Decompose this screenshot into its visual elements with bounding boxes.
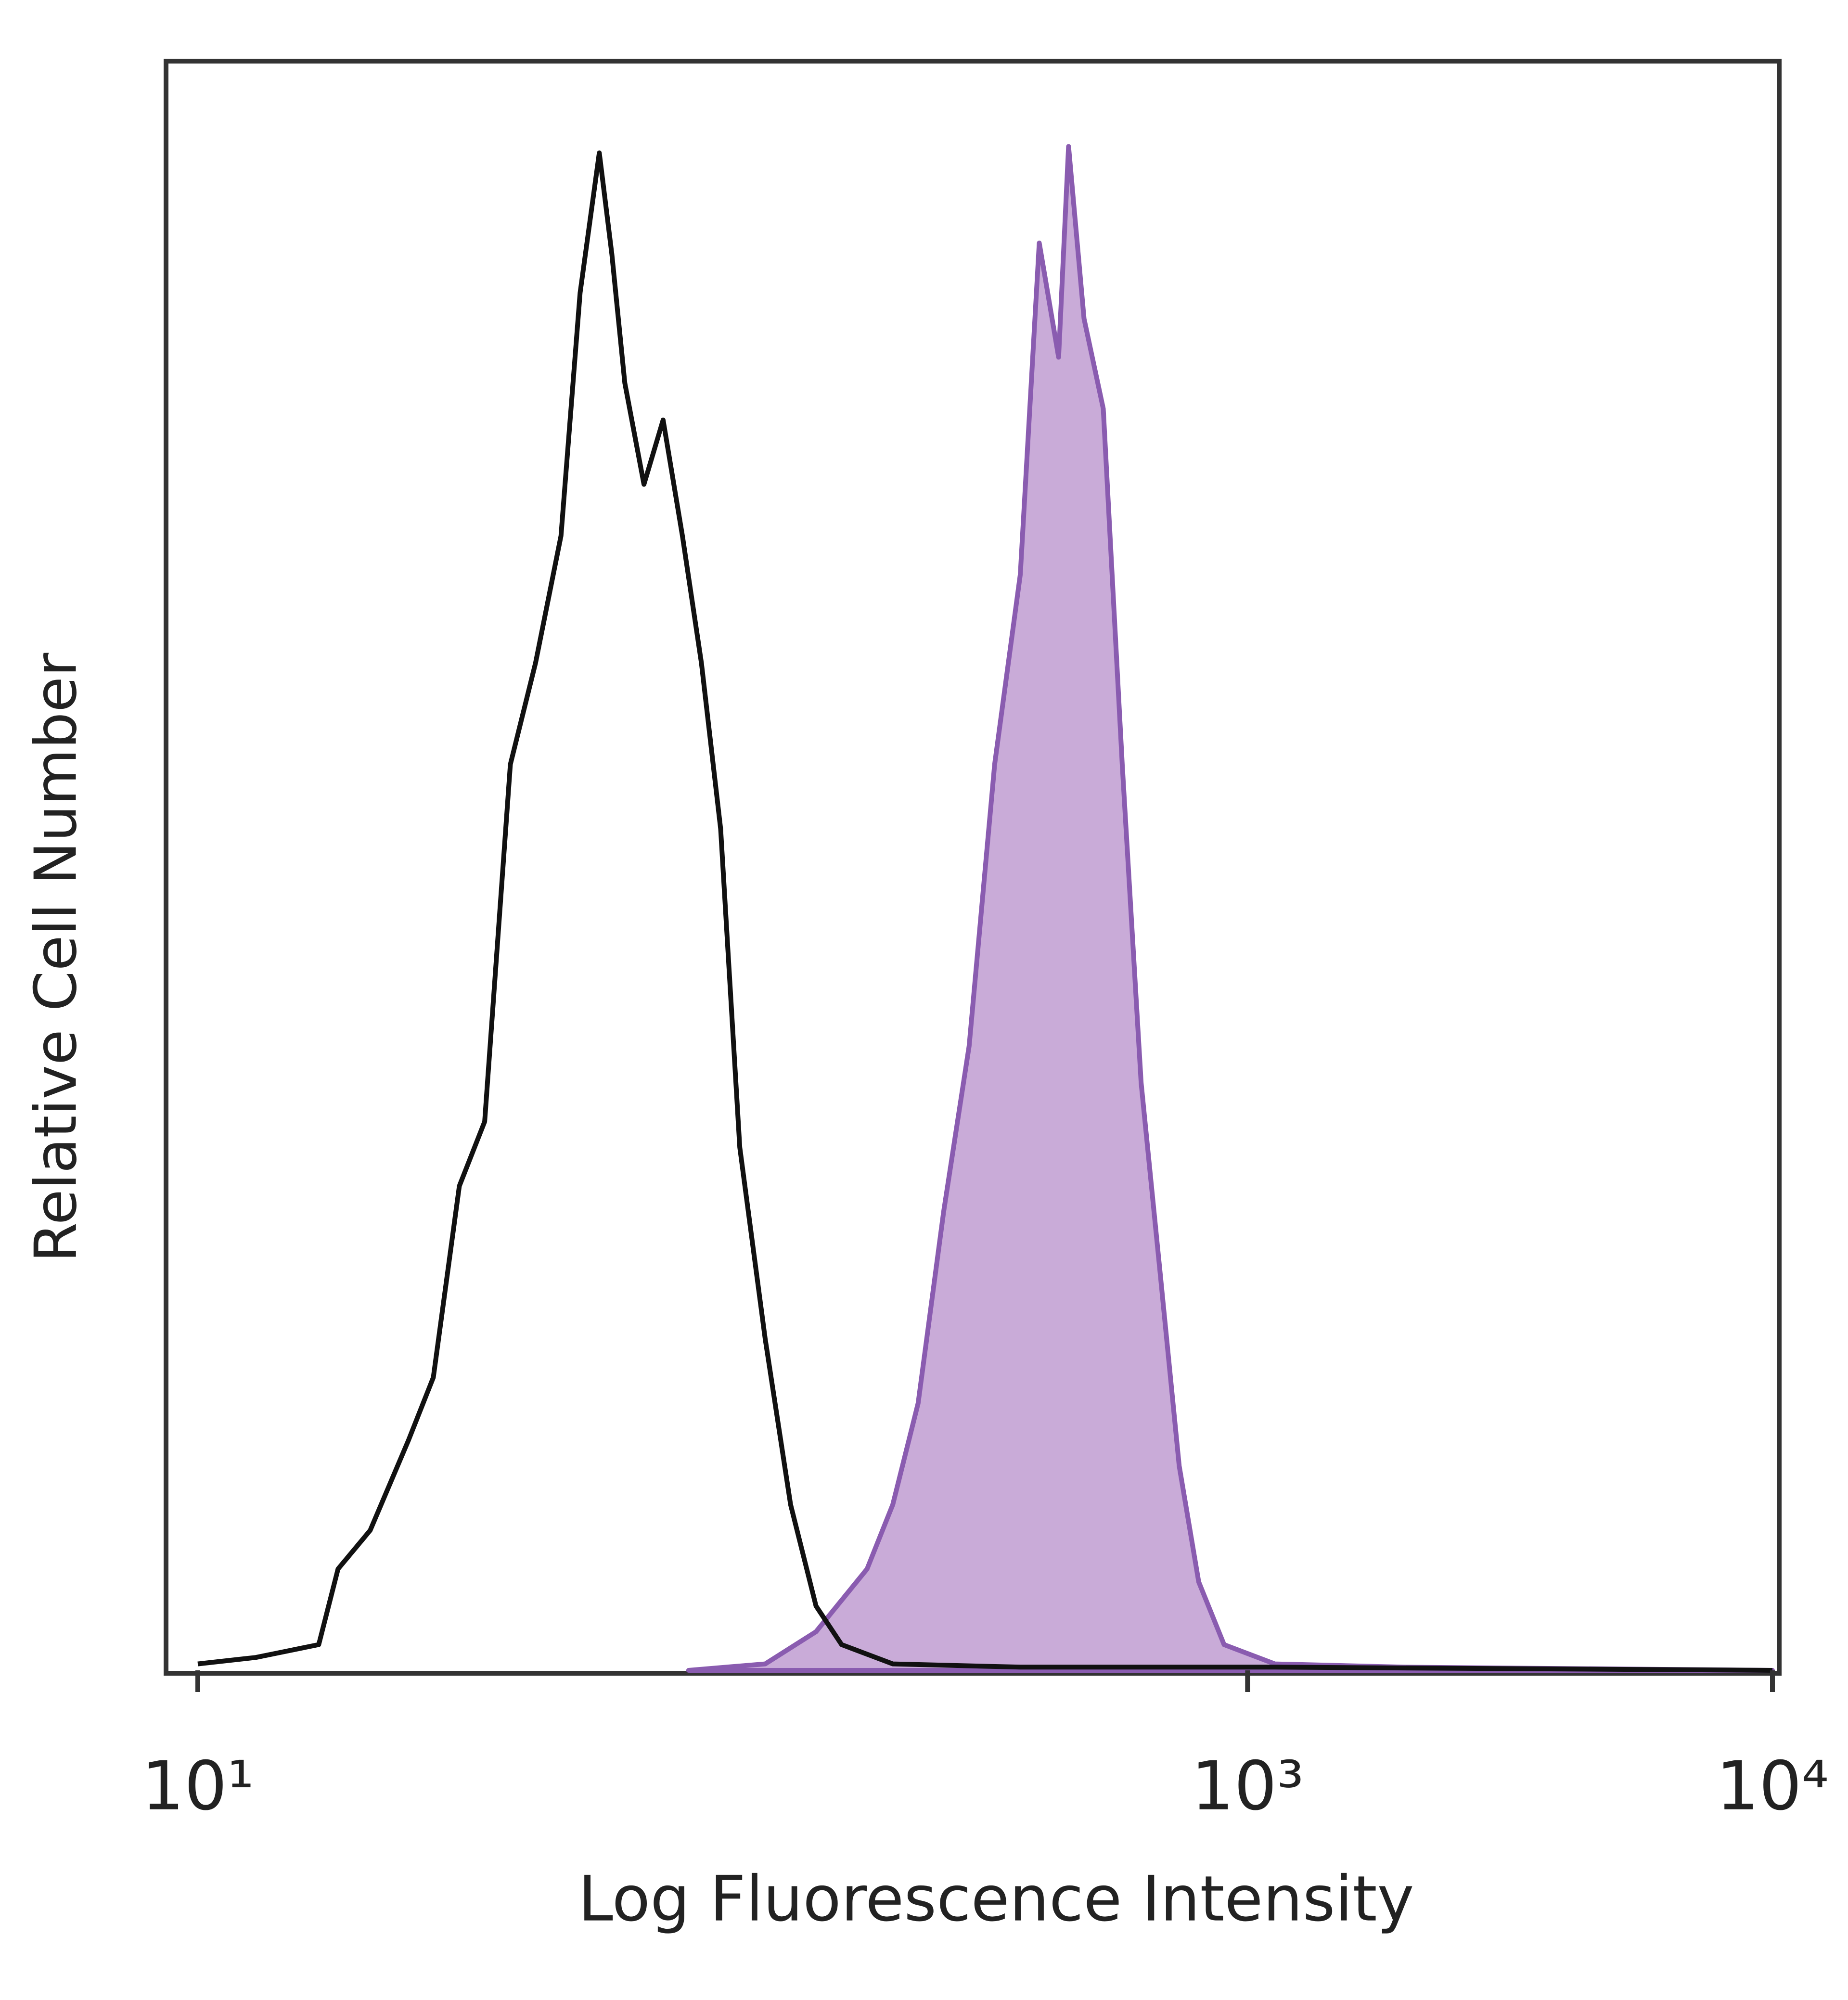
x-tick-label: 10³ bbox=[1191, 1747, 1304, 1826]
histogram-line bbox=[197, 150, 1773, 1673]
x-tick-label: 10⁴ bbox=[1716, 1747, 1829, 1826]
y-axis-label: Relative Cell Number bbox=[23, 653, 90, 1262]
x-tick-label: 10¹ bbox=[141, 1747, 254, 1826]
plot-frame bbox=[164, 59, 1782, 1676]
histogram-area bbox=[686, 144, 1775, 1673]
x-axis-label: Log Fluorescence Intensity bbox=[578, 1862, 1414, 1936]
